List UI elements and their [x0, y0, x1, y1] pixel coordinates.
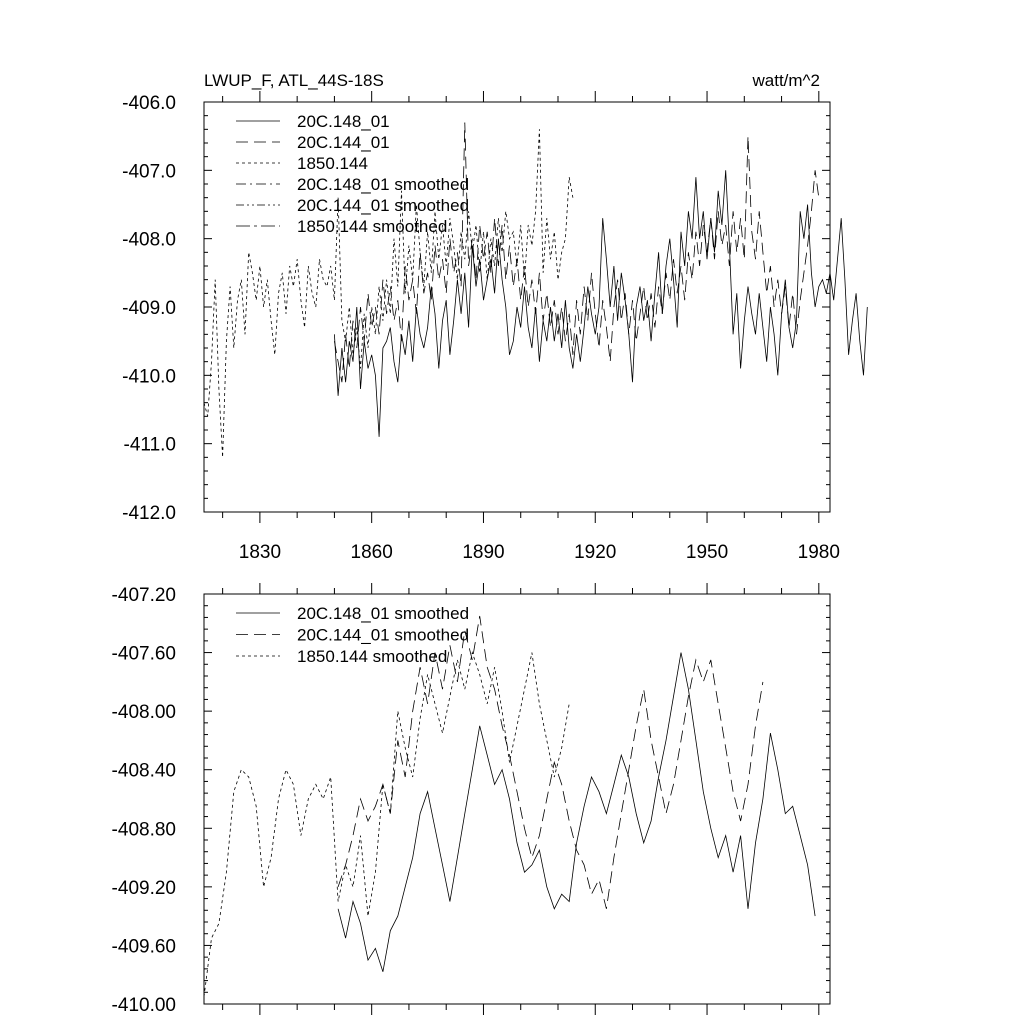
plot-frame [203, 593, 831, 1005]
legend-label-20c-148-01-smoothed: 20C.148_01 smoothed [297, 175, 469, 194]
legend-label-20c-148-01: 20C.148_01 [297, 112, 390, 131]
x-tick-label: 1830 [239, 542, 281, 563]
chart-title: LWUP_F, ATL_44S-18S [204, 71, 384, 90]
y-tick-label: -411.0 [124, 435, 176, 456]
legend-label-20c-144-01-smoothed: 20C.144_01 smoothed [297, 626, 469, 645]
y-tick-label: -408.00 [112, 702, 176, 723]
series-line-20c-144-01-smoothed [337, 615, 764, 909]
series-line-20c-148-01 [334, 170, 868, 437]
legend-label-1850-144-smoothed: 1850.144 smoothed [297, 217, 447, 236]
y-tick-label: -412.0 [122, 503, 176, 524]
y-tick-label: -408.40 [112, 761, 176, 782]
y-tick-label: -409.20 [112, 878, 176, 899]
y-tick-label: -407.0 [122, 161, 176, 182]
legend-label-20c-144-01: 20C.144_01 [297, 133, 390, 152]
units-label: watt/m^2 [752, 71, 821, 90]
legend-label-20c-144-01-smoothed: 20C.144_01 smoothed [297, 196, 469, 215]
y-tick-label: -409.60 [112, 936, 176, 957]
y-tick-label: -410.0 [122, 366, 176, 387]
y-tick-label: -409.0 [122, 298, 176, 319]
y-tick-label: -408.0 [122, 230, 176, 251]
x-tick-label: 1860 [351, 542, 393, 563]
y-tick-label: -408.80 [112, 819, 176, 840]
y-tick-label: -406.0 [122, 93, 176, 114]
y-tick-label: -410.00 [112, 995, 176, 1016]
bottom-panel: -407.20 -407.60 -408.00 -408.40 -408.80 -409.… [112, 583, 831, 1016]
series-line-20c-148-01-smoothed [337, 652, 816, 972]
y-tick-label: -407.20 [112, 585, 176, 606]
y-tick-label: -407.60 [112, 644, 176, 665]
legend-label-1850-144: 1850.144 [297, 154, 368, 173]
series-line-20c-144-01 [334, 122, 820, 383]
top-panel: -406.0 -407.0 -408.0 -409.0 -410.0 -411.0 -412… [122, 71, 868, 563]
x-tick-label: 1890 [462, 542, 504, 563]
x-tick-label: 1920 [574, 542, 616, 563]
x-tick-label: 1980 [798, 542, 840, 563]
legend-label-20c-148-01-smoothed: 20C.148_01 smoothed [297, 604, 469, 623]
x-tick-label: 1950 [686, 542, 728, 563]
series-line-1850-144-smoothed [203, 651, 570, 997]
legend-label-1850-144-smoothed: 1850.144 smoothed [297, 647, 447, 666]
